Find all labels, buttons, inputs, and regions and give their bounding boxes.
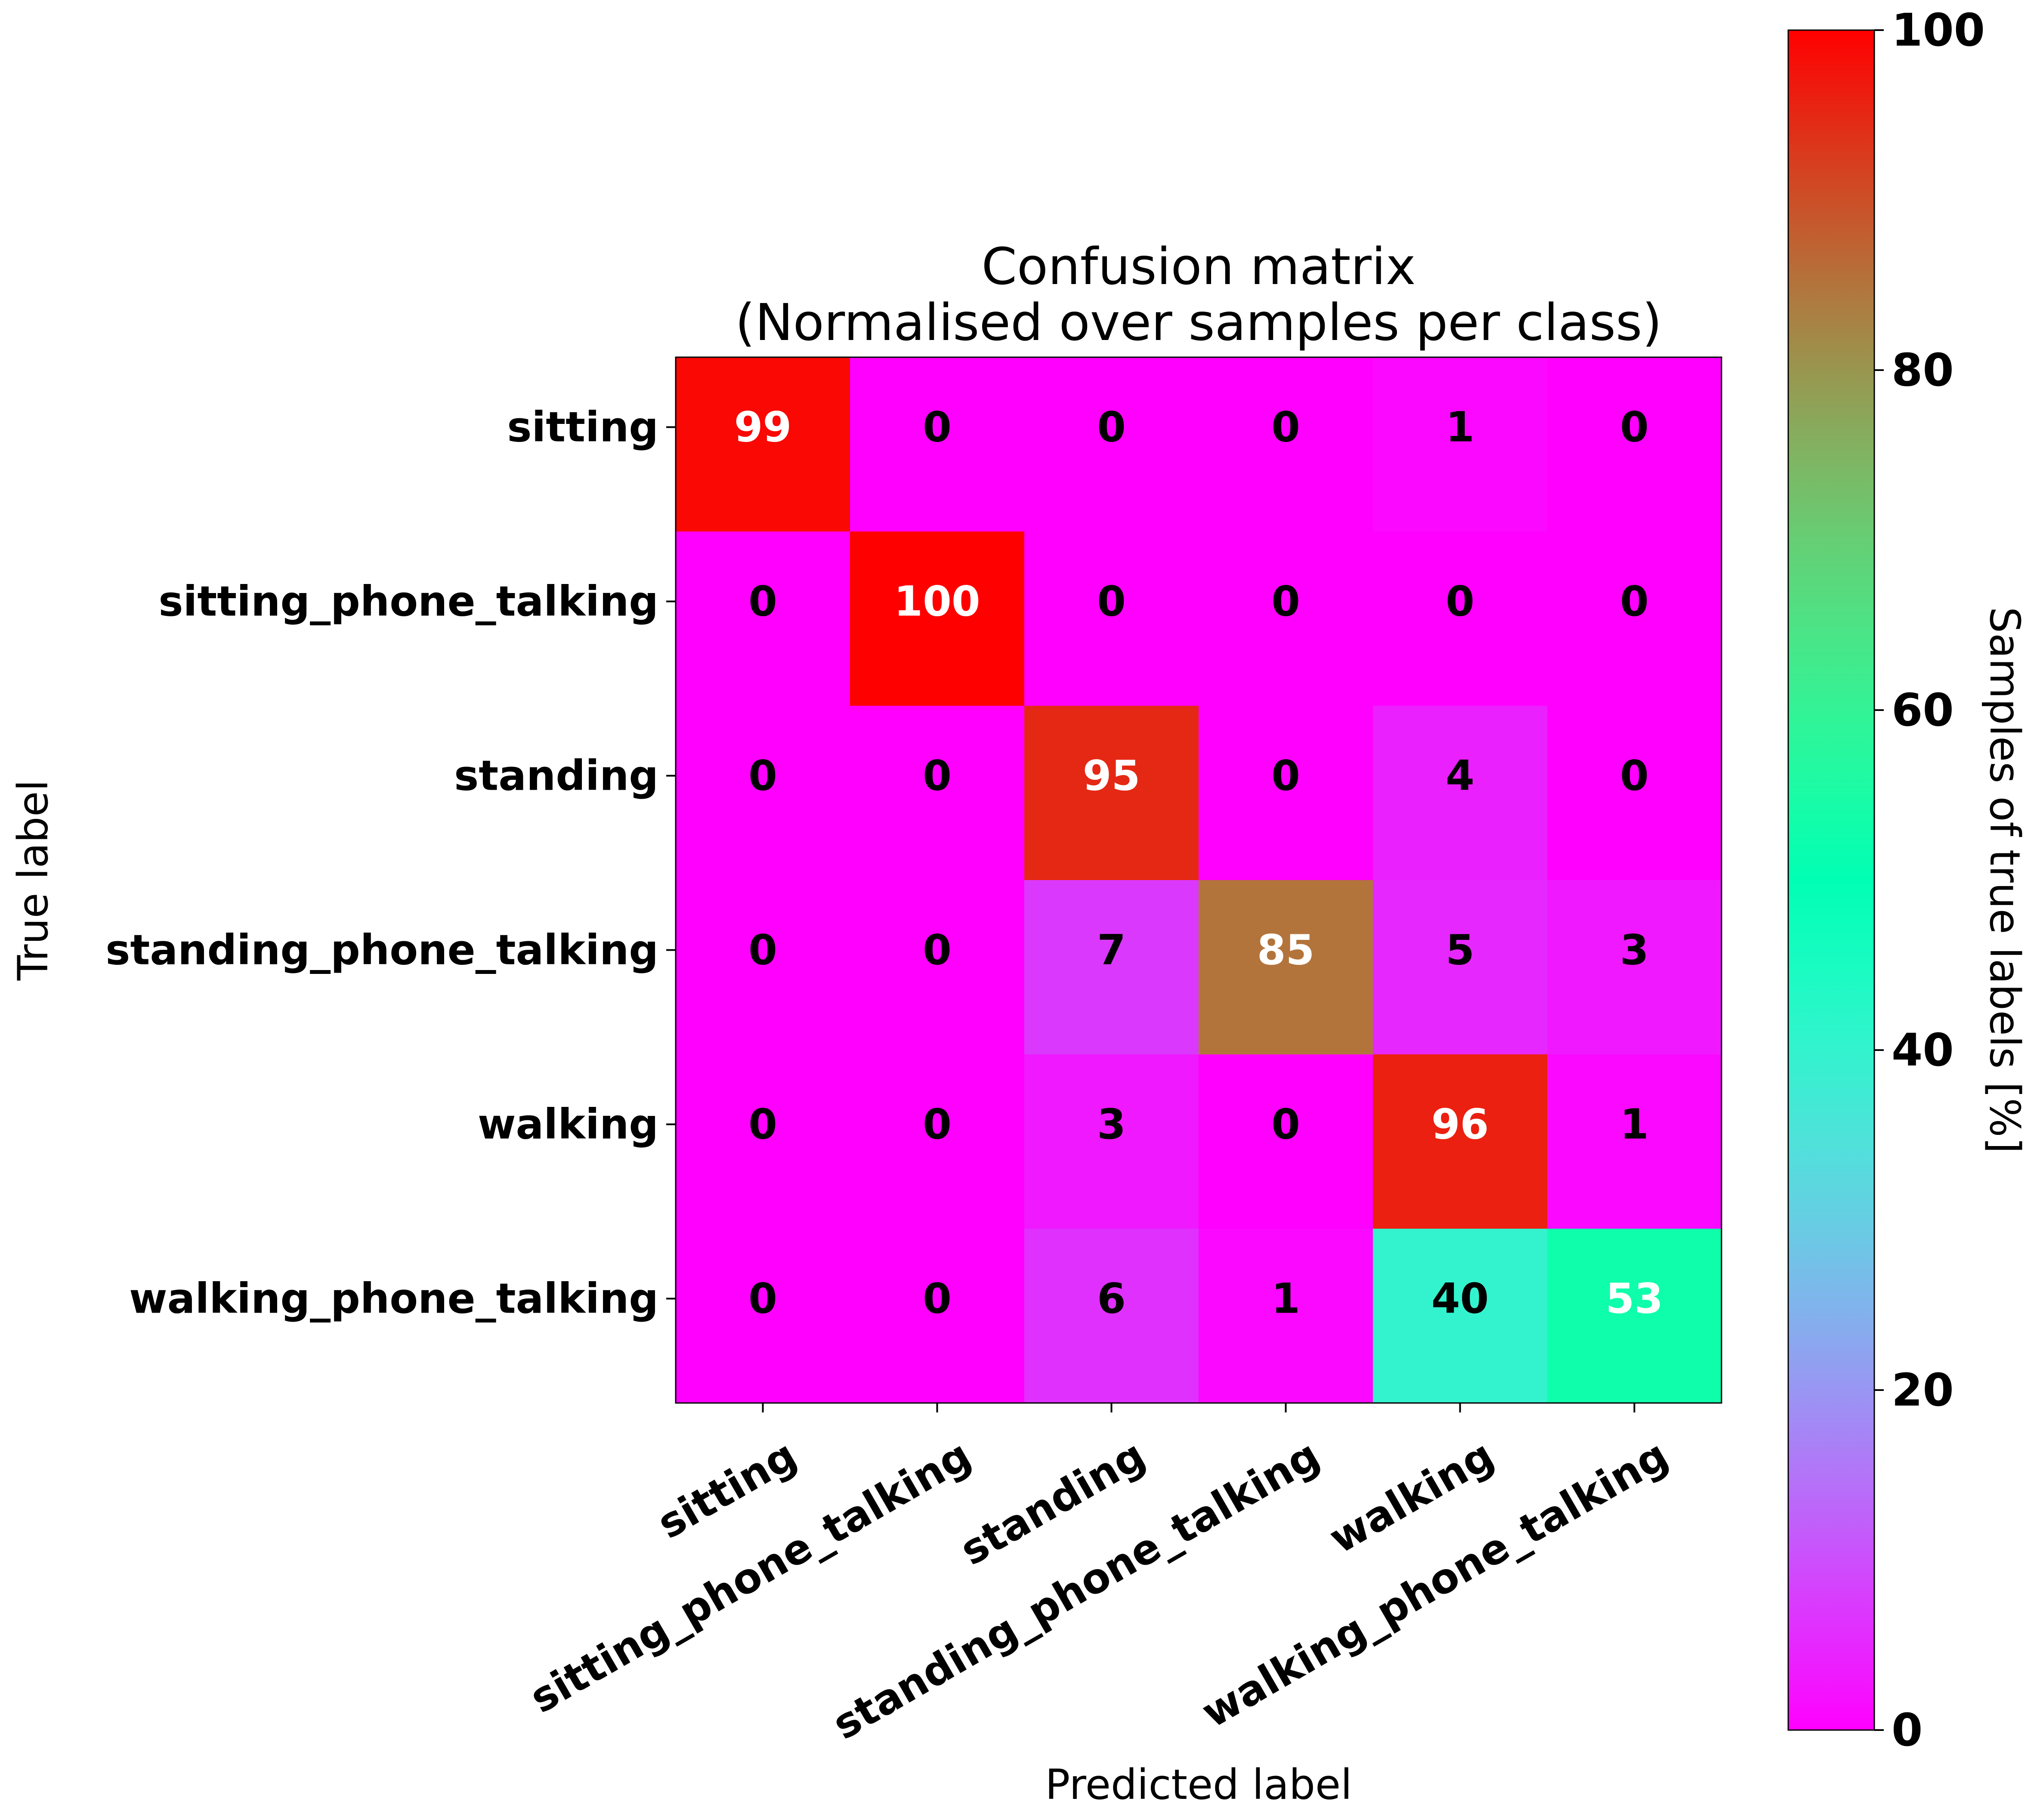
colorbar-tick-label: 60 [1892,684,1954,736]
cell-labels: 99 0 0 0 1 00 100 0 0 0 00 0 95 0 4 00 0 7 85 5 30 0 3 0 96 10 0 6 1… [734,403,1663,1323]
cell-value-label: 0 [748,1100,777,1149]
cell-value-label: 53 [1606,1275,1663,1323]
heatmap-cell [1199,1229,1373,1403]
cell-value-label: 1 [1620,1100,1649,1149]
heatmap-cell [1373,357,1548,532]
cell-value-label: 0 [1446,578,1474,626]
cell-value-label: 5 [1446,926,1474,974]
heatmap-cell [676,880,850,1055]
cell-value-label: 0 [1620,403,1649,451]
heatmap-cell [1547,706,1722,881]
heatmap-cell [1373,706,1548,881]
heatmap-cell [1547,531,1722,706]
heatmap-cell [850,531,1025,706]
cell-value-label: 0 [1271,1100,1300,1149]
cell-value-label: 100 [894,578,980,626]
x-axis-ticks: sittingsitting_phone_talkingstandingstan… [522,1403,1676,1749]
cell-value-label: 0 [1620,578,1649,626]
heatmap-cell [1024,357,1199,532]
heatmap-cell [1373,1054,1548,1229]
colorbar-tick-label: 100 [1892,4,1985,56]
y-axis-label: True label [9,780,57,981]
cell-value-label: 0 [923,752,952,800]
colorbar-tick-label: 80 [1892,344,1954,396]
colorbar-tick-label: 40 [1892,1024,1954,1076]
heatmap-cell [1199,706,1373,881]
heatmap-cell [1373,531,1548,706]
plot-frame [675,356,1722,1404]
y-tick-label: standing [454,752,658,800]
heatmap-cell [1373,1229,1548,1403]
heatmap-cells [676,357,1722,1403]
colorbar [1787,29,1875,1731]
cell-value-label: 96 [1431,1100,1489,1149]
heatmap-cell [1547,357,1722,532]
heatmap-cell [676,531,850,706]
cell-value-label: 0 [923,1100,952,1149]
heatmap-cell [1024,706,1199,881]
cell-value-label: 0 [748,578,777,626]
cell-value-label: 3 [1620,926,1649,974]
heatmap-cell [850,706,1025,881]
cell-value-label: 0 [1271,578,1300,626]
y-tick-label: sitting [507,403,658,451]
heatmap-cell [676,706,850,881]
cell-value-label: 0 [1271,403,1300,451]
cell-value-label: 40 [1431,1275,1489,1323]
heatmap-cell [676,1054,850,1229]
cell-value-label: 0 [748,1275,777,1323]
cell-value-label: 1 [1446,403,1474,451]
colorbar-tick-label: 20 [1892,1364,1954,1416]
cell-value-label: 7 [1097,926,1126,974]
heatmap-cell [1199,531,1373,706]
colorbar-ticks: 0 20 40 60 80 100 [1874,4,1985,1756]
cell-value-label: 4 [1446,752,1474,800]
heatmap-cell [1199,880,1373,1055]
heatmap-cell [1199,357,1373,532]
heatmap-cell [1024,531,1199,706]
heatmap-cell [850,1054,1025,1229]
x-axis-label: Predicted label [1045,1761,1352,1809]
chart-title: Confusion matrix(Normalised over samples… [735,237,1662,352]
cell-value-label: 0 [923,403,952,451]
cell-value-label: 0 [923,926,952,974]
heatmap-cell [1024,1229,1199,1403]
cell-value-label: 6 [1097,1275,1126,1323]
cell-value-label: 95 [1083,752,1141,800]
heatmap-cell [1547,880,1722,1055]
y-tick-label: walking_phone_talking [129,1275,658,1323]
heatmap-cell [1373,880,1548,1055]
cell-value-label: 1 [1271,1275,1300,1323]
cell-value-label: 0 [748,926,777,974]
heatmap-cell [850,1229,1025,1403]
y-tick-label: walking [478,1100,658,1149]
heatmap-cell [676,1229,850,1403]
cell-value-label: 0 [1620,752,1649,800]
y-tick-label: sitting_phone_talking [158,578,658,626]
colorbar-tick-label: 0 [1892,1704,1923,1756]
heatmap-cell [1547,1229,1722,1403]
cell-value-label: 85 [1257,926,1315,974]
heatmap-cell [850,357,1025,532]
y-tick-label: standing_phone_talking [105,926,658,974]
heatmap-cell [1024,880,1199,1055]
cell-value-label: 0 [748,752,777,800]
heatmap-cell [1024,1054,1199,1229]
chart-title-line: (Normalised over samples per class) [735,293,1662,352]
heatmap-cell [1547,1054,1722,1229]
cell-value-label: 0 [1271,752,1300,800]
chart-title-line: Confusion matrix [981,237,1416,296]
heatmap-cell [850,880,1025,1055]
cell-value-label: 0 [1097,403,1126,451]
colorbar-label: Samples of true labels [%] [1981,607,2029,1153]
cell-value-label: 99 [734,403,792,451]
cell-value-label: 3 [1097,1100,1126,1149]
cell-value-label: 0 [1097,578,1126,626]
heatmap-cell [1199,1054,1373,1229]
cell-value-label: 0 [923,1275,952,1323]
heatmap-cell [676,357,850,532]
y-axis-ticks: sitting sitting_phone_talking standing stan… [105,403,676,1323]
